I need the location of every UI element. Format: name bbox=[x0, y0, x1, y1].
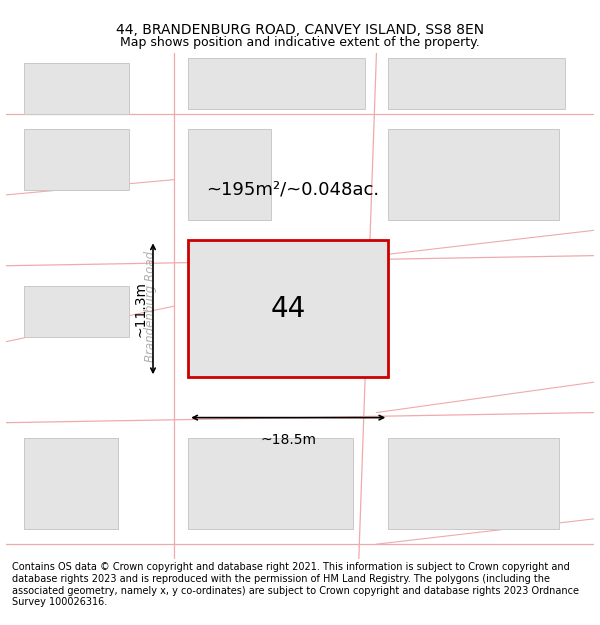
Text: Contains OS data © Crown copyright and database right 2021. This information is : Contains OS data © Crown copyright and d… bbox=[12, 562, 579, 608]
Text: ~11.3m: ~11.3m bbox=[133, 281, 147, 337]
Bar bbox=[23, 438, 118, 529]
Bar bbox=[388, 58, 565, 109]
Bar bbox=[188, 438, 353, 529]
Bar bbox=[388, 438, 559, 529]
Text: Brandenburg Road: Brandenburg Road bbox=[143, 251, 157, 362]
Text: ~195m²/~0.048ac.: ~195m²/~0.048ac. bbox=[206, 181, 379, 199]
Text: 44, BRANDENBURG ROAD, CANVEY ISLAND, SS8 8EN: 44, BRANDENBURG ROAD, CANVEY ISLAND, SS8… bbox=[116, 23, 484, 37]
Text: ~18.5m: ~18.5m bbox=[260, 432, 316, 447]
Bar bbox=[188, 129, 271, 220]
Text: 44: 44 bbox=[271, 295, 306, 322]
Bar bbox=[23, 286, 130, 337]
Bar bbox=[188, 241, 388, 377]
Text: Map shows position and indicative extent of the property.: Map shows position and indicative extent… bbox=[120, 36, 480, 49]
Bar bbox=[23, 129, 130, 190]
Bar bbox=[23, 438, 118, 529]
Bar bbox=[388, 129, 559, 220]
Bar bbox=[188, 58, 365, 109]
Bar bbox=[23, 63, 130, 114]
